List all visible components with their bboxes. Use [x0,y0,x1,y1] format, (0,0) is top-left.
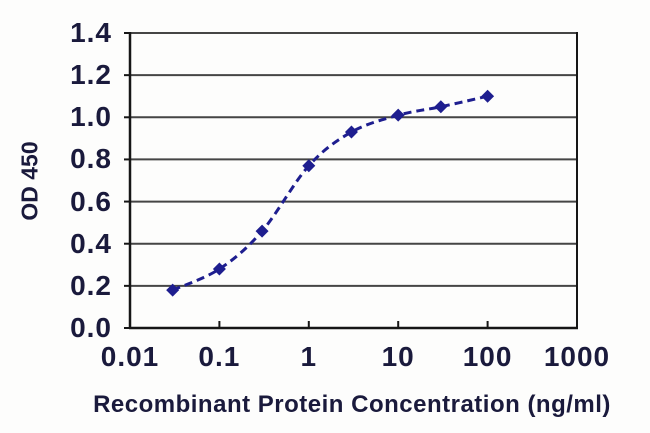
x-tick-label: 1000 [543,341,611,372]
y-tick-label: 0.8 [70,143,112,175]
data-point-marker [391,108,405,122]
data-point-marker [166,283,180,297]
data-point-marker [481,89,495,103]
x-tick-label: 1 [300,341,318,372]
data-point-marker [344,125,358,139]
x-axis-label: Recombinant Protein Concentration (ng/ml… [93,391,611,418]
y-tick-label: 1.2 [70,59,112,91]
data-point-marker [212,262,226,276]
y-tick-label: 0.0 [70,312,112,343]
y-tick-label: 0.4 [70,227,112,259]
data-point-marker [302,159,316,173]
x-tick-label: 0.1 [198,341,241,372]
x-tick-label: 100 [462,341,513,372]
data-point-marker [255,224,269,238]
y-tick-label: 1.0 [70,101,112,133]
x-tick-label: 10 [381,341,415,372]
x-tick-label: 0.01 [100,341,160,372]
series-line [172,94,488,292]
y-axis-label: OD 450 [16,141,43,221]
y-tick-label: 0.2 [70,269,112,301]
y-tick-label: 0.6 [70,185,112,217]
data-point-marker [434,100,448,114]
y-tick-label: 1.4 [70,17,112,48]
